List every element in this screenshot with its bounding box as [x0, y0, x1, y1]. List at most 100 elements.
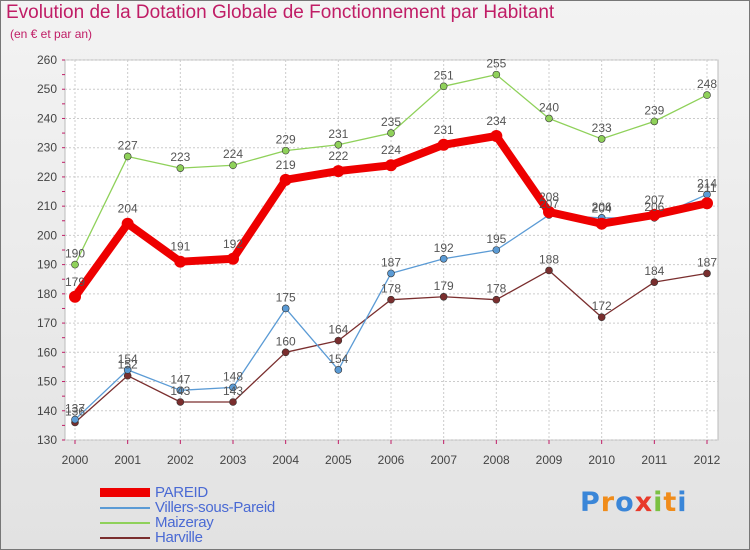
data-point-villers-sous-pareid: [439, 254, 448, 263]
data-label-harville: 143: [223, 384, 243, 398]
data-label-villers-sous-pareid: 206: [644, 200, 664, 214]
x-tick-label: 2006: [378, 453, 405, 467]
data-label-harville: 152: [118, 358, 138, 372]
legend-item-harville: Harville: [100, 530, 360, 545]
chart-title: Evolution de la Dotation Globale de Fonc…: [6, 2, 555, 23]
x-tick-label: 2010: [588, 453, 615, 467]
y-tick-label: 190: [37, 258, 57, 272]
data-label-villers-sous-pareid: 137: [65, 402, 85, 416]
data-label-maizeray: 255: [486, 57, 506, 71]
data-point-pareid: [490, 130, 503, 142]
data-point-harville: [650, 278, 659, 286]
x-tick-label: 2005: [325, 453, 352, 467]
series-layer: [69, 70, 713, 427]
data-point-maizeray: [176, 164, 185, 172]
data-point-maizeray: [229, 161, 237, 170]
x-tick-label: 2002: [167, 453, 194, 467]
legend-swatch-villers-sous-pareid: [100, 506, 150, 509]
logo-letter: i: [677, 487, 688, 518]
data-label-maizeray: 239: [644, 103, 664, 117]
data-point-pareid: [385, 159, 397, 172]
data-point-maizeray: [650, 117, 659, 126]
data-point-maizeray: [492, 70, 501, 79]
data-point-maizeray: [334, 140, 343, 149]
legend-item-maizeray: Maizeray: [100, 515, 360, 530]
x-axis: 2000 2001 2002 2003 2004 2005 2006 2007 2008 2009…: [62, 440, 721, 467]
data-label-villers-sous-pareid: 207: [539, 197, 559, 211]
data-point-villers-sous-pareid: [334, 366, 343, 374]
data-point-maizeray: [123, 152, 132, 161]
data-label-pareid: 234: [486, 114, 506, 128]
y-axis: 130 140 150 160 170 180 190 200 210 220 230 240 250 2…: [37, 53, 65, 447]
x-tick-label: 2012: [694, 453, 721, 467]
data-label-pareid: 231: [434, 123, 454, 137]
data-point-maizeray: [71, 260, 79, 269]
data-label-maizeray: 223: [170, 150, 190, 164]
data-point-villers-sous-pareid: [71, 415, 79, 424]
data-point-pareid: [701, 197, 713, 210]
data-label-pareid: 208: [539, 190, 559, 204]
data-label-harville: 160: [276, 334, 296, 348]
data-point-harville: [334, 336, 343, 345]
data-label-pareid: 207: [644, 193, 664, 207]
data-point-harville: [545, 266, 553, 275]
y-tick-label: 170: [37, 316, 57, 330]
data-point-maizeray: [545, 114, 553, 123]
data-point-pareid: [543, 206, 555, 218]
legend-item-villers-sous-pareid: Villers-sous-Pareid: [100, 500, 360, 515]
data-label-villers-sous-pareid: 147: [170, 372, 190, 386]
data-label-maizeray: 227: [118, 138, 138, 152]
data-point-villers-sous-pareid: [492, 246, 501, 254]
data-point-pareid: [648, 208, 661, 221]
data-label-maizeray: 224: [223, 147, 243, 161]
x-tick-label: 2007: [430, 453, 457, 467]
logo-letter: x: [634, 487, 654, 518]
data-label-harville: 172: [592, 299, 612, 313]
data-label-harville: 136: [65, 404, 85, 418]
x-tick-label: 2011: [641, 453, 667, 467]
data-label-maizeray: 231: [328, 127, 348, 141]
data-label-harville: 184: [644, 264, 664, 278]
y-tick-label: 210: [37, 199, 57, 213]
data-point-villers-sous-pareid: [176, 386, 185, 395]
proxiti-logo: Proxiti: [580, 487, 688, 518]
data-label-harville: 188: [539, 252, 559, 266]
logo-letter: P: [580, 487, 601, 518]
chart-subtitle: (en € et par an): [10, 27, 93, 41]
data-label-villers-sous-pareid: 192: [434, 241, 454, 255]
legend-label-villers-sous-pareid: Villers-sous-Pareid: [155, 499, 275, 516]
data-label-villers-sous-pareid: 187: [381, 255, 401, 269]
data-label-pareid: 211: [697, 181, 716, 195]
data-label-maizeray: 229: [276, 133, 296, 147]
data-label-harville: 143: [170, 384, 190, 398]
data-point-harville: [492, 295, 501, 304]
data-label-villers-sous-pareid: 154: [118, 352, 138, 366]
data-label-harville: 178: [486, 282, 506, 296]
x-tick-label: 2004: [272, 453, 299, 467]
data-label-pareid: 192: [223, 237, 243, 251]
data-label-villers-sous-pareid: 154: [328, 352, 348, 366]
data-label-harville: 187: [697, 255, 717, 269]
data-label-maizeray: 240: [539, 100, 559, 114]
data-labels: 136 152 143 143 160 164 178 179 178 188 172 184 187 1…: [65, 57, 717, 419]
data-point-pareid: [121, 217, 134, 230]
y-tick-label: 160: [37, 345, 57, 359]
data-point-villers-sous-pareid: [281, 304, 290, 313]
data-point-harville: [439, 292, 448, 301]
x-tick-label: 2008: [483, 453, 510, 467]
x-tick-label: 2003: [220, 453, 247, 467]
data-label-harville: 178: [381, 282, 401, 296]
data-label-pareid: 222: [328, 149, 348, 163]
data-label-villers-sous-pareid: 195: [486, 232, 506, 246]
data-point-harville: [229, 398, 237, 406]
data-point-villers-sous-pareid: [123, 366, 132, 374]
data-label-pareid: 191: [170, 240, 190, 254]
logo-letter: r: [600, 487, 616, 518]
data-label-harville: 164: [328, 323, 348, 337]
data-point-maizeray: [597, 135, 606, 143]
y-tick-label: 250: [37, 82, 57, 96]
data-point-maizeray: [439, 82, 448, 91]
legend-label-pareid: PAREID: [155, 484, 208, 501]
data-label-villers-sous-pareid: 214: [697, 176, 717, 190]
